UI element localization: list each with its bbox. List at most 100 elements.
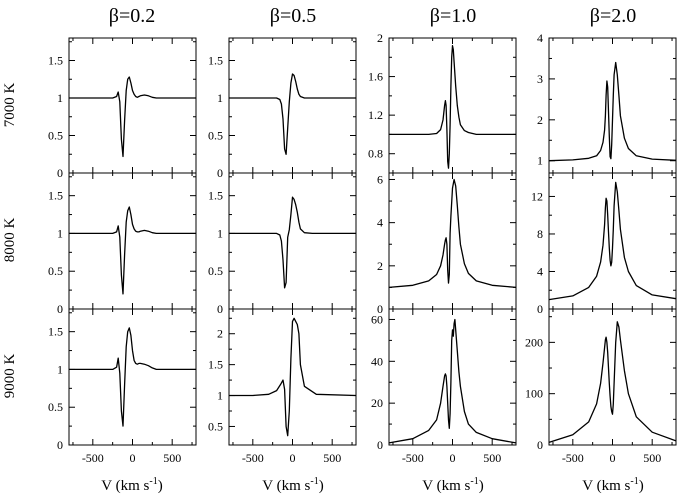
line-profile-8000K-b0.2	[69, 206, 196, 295]
column-titles: β=0.2 β=0.5 β=1.0 β=2.0	[109, 5, 636, 27]
x-tick-label: 500	[163, 451, 181, 465]
x-tick-label: -500	[242, 451, 264, 465]
y-tick-label: 0	[217, 302, 223, 316]
x-axis-label-1: V (km s-1)	[101, 476, 162, 494]
y-tick-label: 12	[531, 189, 543, 203]
column-title-2: β=0.5	[270, 5, 316, 27]
panel-frame	[68, 37, 197, 174]
y-tick-label: 1	[57, 91, 63, 105]
panel-8000K-b0.2: 0 0.5 1 1.5	[48, 172, 197, 316]
row-label-1: 7000 K	[2, 83, 18, 128]
x-tick-label: -500	[402, 451, 424, 465]
y-tick-label: 100	[525, 387, 543, 401]
panel-frame	[388, 37, 517, 174]
line-profile-8000K-b0.5	[229, 196, 356, 289]
panel-frame	[68, 308, 197, 446]
y-tick-label: 4	[537, 264, 543, 278]
panel-9000K-b1.0: 0 20 40 60 -500 0 500	[371, 308, 517, 465]
y-tick-label: 2	[377, 31, 383, 45]
y-tick-label: 0	[377, 302, 383, 316]
y-tick-label: 1	[217, 389, 223, 403]
line-profile-7000K-b0.2	[69, 76, 196, 158]
y-tick-label: 0	[217, 166, 223, 180]
column-title-3: β=1.0	[430, 5, 476, 27]
y-tick-label: 0.5	[48, 129, 63, 143]
panel-7000K-b2.0: 1 2 3 4	[537, 31, 677, 174]
line-profile-7000K-b2.0	[548, 61, 677, 162]
row-label-2: 8000 K	[2, 218, 18, 263]
panel-9000K-b0.2: 0 0.5 1 1.5 -500 0 500	[48, 308, 197, 465]
column-title-1: β=0.2	[109, 5, 155, 27]
panels: 00.511.500.511.50.81.21.62123400.511.500…	[48, 31, 677, 465]
y-tick-label: 1	[217, 91, 223, 105]
y-tick-label: 0	[57, 302, 63, 316]
y-tick-label: 1	[537, 154, 543, 168]
x-tick-label: 500	[483, 451, 501, 465]
x-tick-label: -500	[562, 451, 584, 465]
panel-7000K-b1.0: 0.8 1.2 1.6 2	[368, 31, 517, 174]
panel-7000K-b0.5: 0 0.5 1 1.5	[208, 37, 357, 180]
y-tick-label: 0	[537, 438, 543, 452]
y-tick-label: 20	[371, 396, 383, 410]
x-axis-labels: V (km s-1) V (km s-1) V (km s-1) V (km s…	[101, 476, 643, 494]
panel-8000K-b0.5: 0 0.5 1 1.5	[208, 172, 357, 316]
y-tick-label: 40	[371, 354, 383, 368]
y-tick-label: 1.5	[48, 189, 63, 203]
panel-8000K-b2.0: 0 4 8 12	[531, 172, 677, 316]
y-tick-label: 0	[57, 438, 63, 452]
column-title-4: β=2.0	[590, 5, 636, 27]
y-tick-label: 1	[57, 226, 63, 240]
panel-frame	[228, 37, 357, 174]
line-profile-9000K-b2.0	[548, 321, 677, 444]
y-tick-label: 1.2	[368, 108, 383, 122]
line-profile-7000K-b1.0	[389, 45, 516, 169]
x-tick-label: 500	[323, 451, 341, 465]
y-tick-label: 1.5	[208, 358, 223, 372]
x-axis-label-3: V (km s-1)	[422, 476, 483, 494]
y-tick-label: 0.5	[208, 419, 223, 433]
y-tick-label: 0.8	[368, 147, 383, 161]
y-tick-label: 0.5	[208, 264, 223, 278]
panel-7000K-b0.2: 0 0.5 1 1.5	[48, 37, 197, 180]
line-profile-7000K-b0.5	[229, 73, 356, 155]
panel-8000K-b1.0: 0 2 4 6	[377, 172, 517, 316]
line-profile-9000K-b1.0	[388, 318, 517, 444]
panel-frame	[228, 172, 357, 310]
line-profile-8000K-b1.0	[388, 178, 517, 289]
panel-9000K-b0.5: 0.5 1 1.5 2 -500 0 500	[208, 308, 357, 465]
x-tick-label: 500	[643, 451, 661, 465]
y-tick-label: 6	[377, 172, 383, 186]
x-tick-label: 0	[130, 451, 136, 465]
y-tick-label: 0	[377, 438, 383, 452]
x-tick-label: 0	[610, 451, 616, 465]
x-tick-label: 0	[290, 451, 296, 465]
panel-frame	[548, 308, 677, 446]
y-tick-label: 1.5	[48, 325, 63, 339]
line-profile-8000K-b2.0	[548, 181, 677, 301]
y-tick-label: 8	[537, 227, 543, 241]
y-tick-label: 0	[57, 166, 63, 180]
y-tick-label: 1.6	[368, 70, 383, 84]
y-tick-label: 0.5	[48, 400, 63, 414]
row-label-3: 9000 K	[2, 354, 18, 399]
panel-9000K-b2.0: 0 100 200 -500 0 500	[525, 308, 677, 465]
x-tick-label: 0	[450, 451, 456, 465]
y-tick-label: 2	[217, 327, 223, 341]
y-tick-label: 200	[525, 335, 543, 349]
y-tick-label: 1	[217, 226, 223, 240]
y-tick-label: 2	[537, 113, 543, 127]
y-tick-label: 4	[377, 216, 383, 230]
x-axis-label-2: V (km s-1)	[262, 476, 323, 494]
y-tick-label: 0.5	[48, 264, 63, 278]
y-tick-label: 0.5	[208, 129, 223, 143]
line-profile-9000K-b0.2	[69, 327, 196, 427]
panel-frame	[68, 172, 197, 310]
row-labels: 7000 K 8000 K 9000 K	[2, 83, 18, 399]
y-tick-label: 0	[537, 302, 543, 316]
y-tick-label: 60	[371, 312, 383, 326]
x-tick-label: -500	[82, 451, 104, 465]
x-axis-label-4: V (km s-1)	[582, 476, 643, 494]
y-tick-label: 2	[377, 259, 383, 273]
y-tick-label: 1.5	[48, 54, 63, 68]
